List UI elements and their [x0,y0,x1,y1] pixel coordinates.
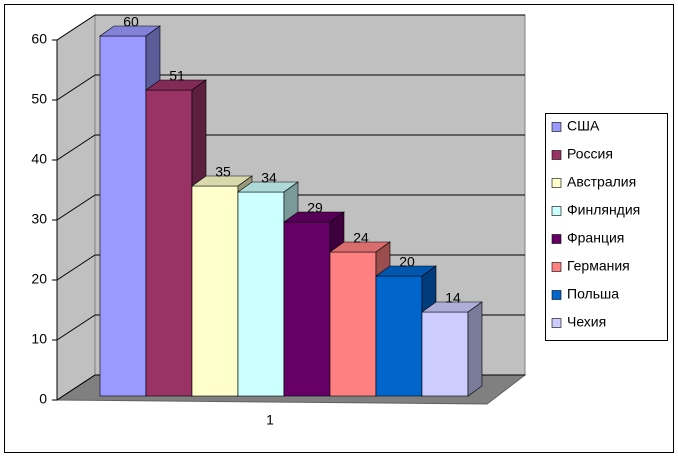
legend-swatch [551,206,562,216]
grid-line [56,74,96,101]
bar [237,191,285,397]
legend-label: Чехия [567,314,606,330]
y-tick-label: 20 [31,271,47,287]
data-label: 24 [353,230,369,246]
data-label: 29 [307,200,323,216]
legend-swatch [551,150,562,160]
data-label: 60 [123,14,139,30]
data-label: 20 [399,254,415,270]
data-label: 35 [215,164,231,180]
legend-label: Франция [567,230,624,246]
y-tick-label: 30 [31,211,47,227]
legend-label: Польша [567,286,619,302]
x-tick-label: 1 [266,412,274,428]
legend-swatch [551,122,562,132]
legend [545,113,668,341]
data-label: 14 [445,290,461,306]
y-tick-label: 60 [31,31,47,47]
y-tick-label: 10 [31,331,47,347]
legend-swatch [551,318,562,328]
bar [99,35,147,397]
legend-label: Россия [567,146,613,162]
bar [329,251,377,397]
bar [145,89,193,397]
legend-swatch [551,178,562,188]
grid-line [56,194,96,221]
bar [421,311,469,397]
bar [375,275,423,397]
legend-swatch [551,234,562,244]
legend-label: Австралия [567,174,636,190]
y-tick-label: 50 [31,91,47,107]
bar-side [467,301,483,397]
data-label: 51 [169,68,185,84]
grid-line [56,254,96,281]
data-label: 34 [261,170,277,186]
legend-swatch [551,290,562,300]
legend-label: США [567,118,600,134]
legend-label: Германия [567,258,630,274]
grid-line [56,314,96,341]
y-tick-label: 40 [31,151,47,167]
y-tick-label: 0 [39,391,47,407]
bar [191,185,239,397]
grid-line [56,134,96,161]
legend-swatch [551,262,562,272]
legend-label: Финляндия [567,202,640,218]
grid-line [56,14,96,41]
grid-line [56,374,96,401]
bar [283,221,331,397]
